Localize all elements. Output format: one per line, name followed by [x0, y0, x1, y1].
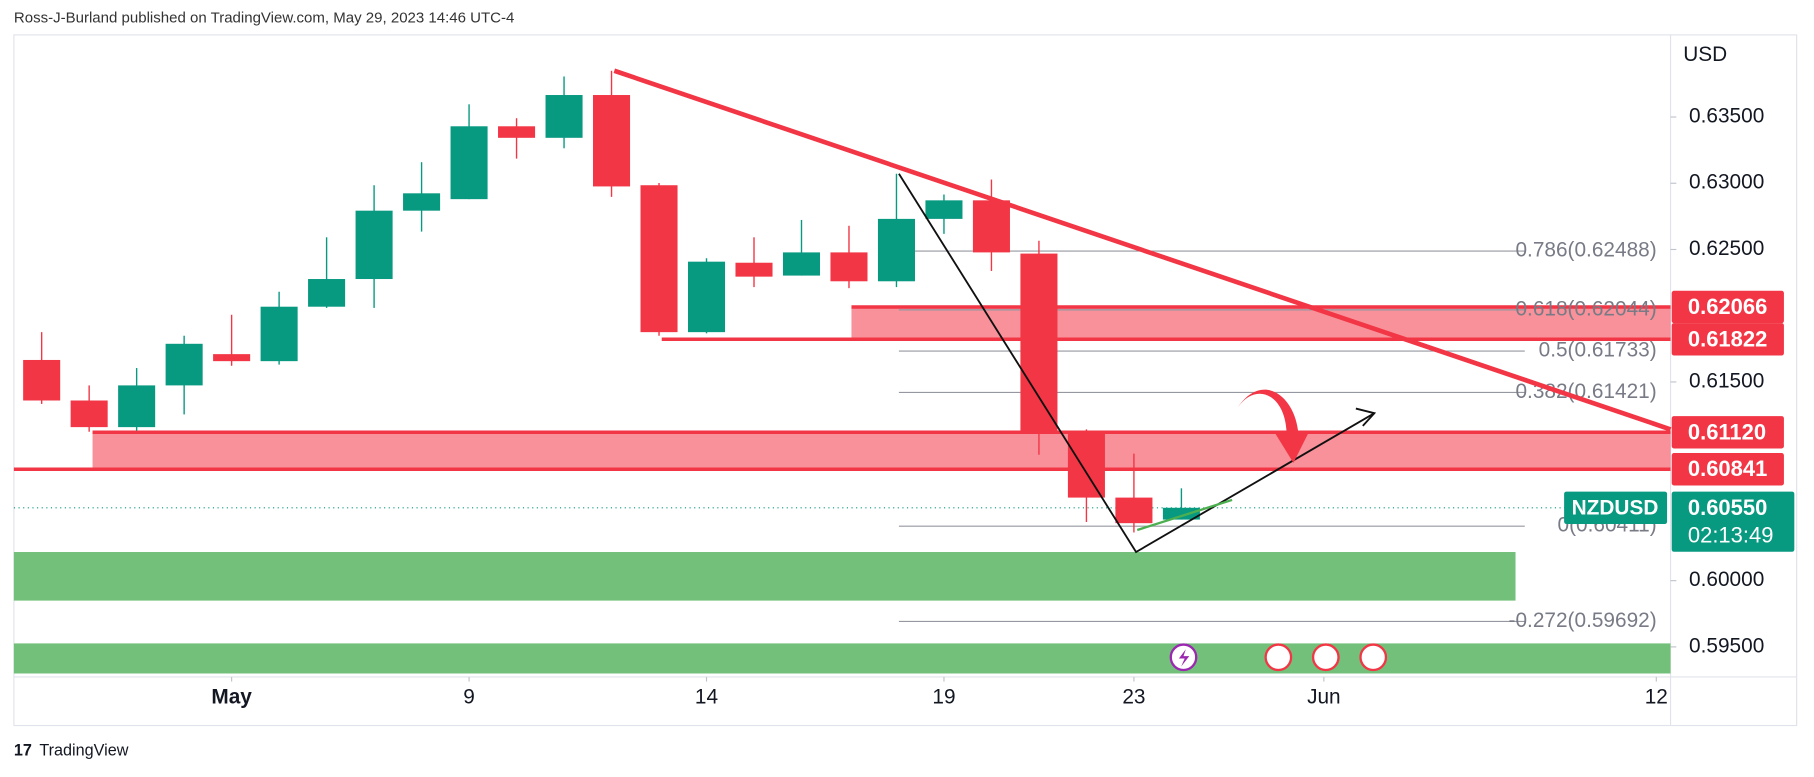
candle-body — [640, 185, 678, 333]
fib-label: -0.272(0.59692) — [1509, 609, 1657, 632]
candle-body — [1115, 497, 1153, 524]
zones: 0.786(0.62488) 0.618(0.62044) 0.5(0.61733)… — [13, 239, 1671, 674]
candle-body — [118, 385, 156, 428]
curved-arrow — [1237, 389, 1310, 463]
candle-body — [23, 359, 61, 401]
x-tick-label: 12 — [1645, 685, 1668, 708]
x-tick-label: 9 — [463, 685, 475, 708]
header: Ross-J-Burland published on TradingView.… — [14, 10, 515, 27]
price-badge-label: 0.62066 — [1688, 294, 1767, 319]
candle-body — [925, 200, 963, 219]
frame — [13, 34, 1798, 727]
candle-body — [213, 354, 251, 362]
price-badge-label: 0.61822 — [1688, 326, 1767, 351]
x-tick-label: 23 — [1122, 685, 1145, 708]
candle-body — [545, 95, 583, 138]
price-badge — [1671, 453, 1784, 486]
candle-body — [593, 95, 631, 187]
candles — [23, 70, 1200, 533]
candle-body — [450, 126, 488, 200]
x-tick-label: May — [211, 685, 252, 708]
event-flag — [1264, 643, 1293, 672]
y-tick-label: 0.61500 — [1689, 369, 1764, 392]
y-tick-label: 0.60000 — [1689, 568, 1764, 591]
candle-body — [308, 279, 346, 307]
logo: 17 — [14, 741, 32, 759]
last-price-label: 0.60550 — [1688, 495, 1767, 520]
price-badge — [1671, 323, 1784, 356]
candle-body — [972, 200, 1010, 253]
candle-body — [165, 343, 203, 386]
support-zone — [13, 552, 1516, 601]
candle-body — [70, 400, 108, 428]
candle-body — [687, 261, 726, 333]
candle-body — [735, 262, 773, 277]
x-tick-label: Jun — [1307, 685, 1341, 708]
trend-line — [613, 68, 1672, 432]
candle-body — [260, 306, 298, 362]
x-tick-label: 19 — [932, 685, 955, 708]
support-zone — [13, 643, 1671, 674]
price-badge — [1671, 416, 1784, 449]
fib-label: 0.786(0.62488) — [1515, 239, 1656, 262]
candle-body — [782, 252, 821, 276]
last-price-badge — [1671, 491, 1795, 552]
resistance-zone — [851, 306, 1671, 340]
x-tick-label: 14 — [695, 685, 718, 708]
event-flag — [1311, 643, 1340, 672]
currency-label: USD — [1683, 43, 1727, 66]
arrow-head — [1355, 407, 1377, 427]
candle-body — [877, 218, 915, 282]
y-tick-label: 0.62500 — [1689, 237, 1764, 260]
footer: TradingView — [39, 741, 128, 759]
projection-line — [1136, 498, 1233, 532]
fib-label: 0.618(0.62044) — [1515, 297, 1656, 320]
event-icon — [1178, 649, 1190, 667]
candle-body — [1162, 507, 1200, 520]
countdown-label: 02:13:49 — [1688, 523, 1774, 548]
price-badge — [1671, 290, 1784, 324]
candle-body — [830, 252, 868, 282]
price-badge-label: 0.60841 — [1688, 456, 1767, 481]
drawings — [613, 68, 1672, 672]
candle-body — [1020, 253, 1058, 432]
symbol-label: NZDUSD — [1572, 496, 1659, 519]
candle-body — [498, 126, 536, 138]
event-flag — [1359, 643, 1388, 672]
fib-label: 0.382(0.61421) — [1515, 380, 1656, 403]
resistance-zone — [92, 432, 1671, 470]
candle-body — [403, 193, 441, 211]
y-tick-label: 0.59500 — [1689, 634, 1764, 657]
candle-body — [355, 210, 393, 280]
candle-body — [1067, 431, 1105, 498]
y-tick-label: 0.63500 — [1689, 105, 1764, 128]
fib-label: 0.5(0.61733) — [1539, 339, 1657, 362]
y-tick-label: 0.63000 — [1689, 171, 1764, 194]
price-badge-label: 0.61120 — [1688, 419, 1766, 444]
symbol-badge — [1564, 491, 1668, 524]
